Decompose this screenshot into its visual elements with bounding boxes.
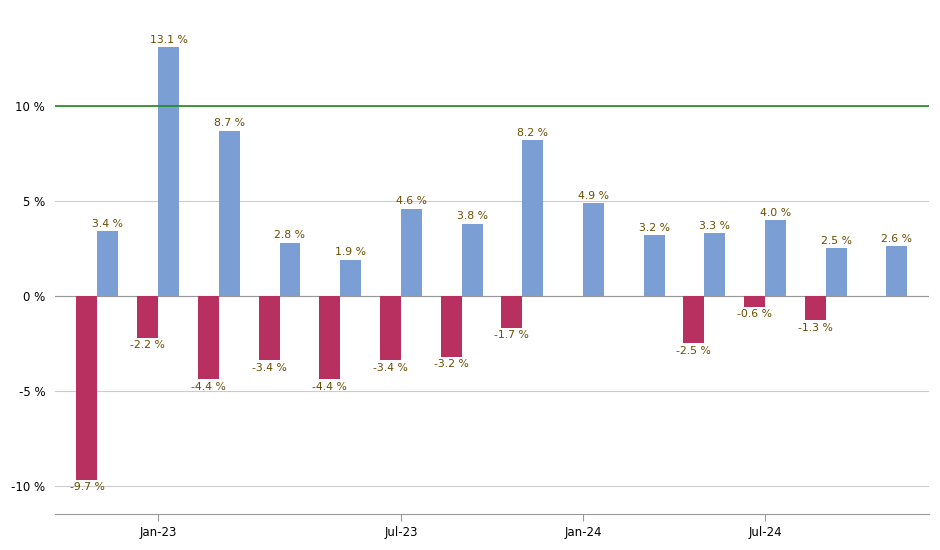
Bar xyxy=(501,296,523,328)
Text: -2.5 %: -2.5 % xyxy=(677,345,712,355)
Text: 8.7 %: 8.7 % xyxy=(213,118,244,128)
Text: 4.0 %: 4.0 % xyxy=(760,207,791,218)
Bar xyxy=(765,220,786,296)
Text: 2.5 %: 2.5 % xyxy=(821,236,852,246)
Text: 3.3 %: 3.3 % xyxy=(699,221,730,231)
Text: -4.4 %: -4.4 % xyxy=(312,382,347,392)
Bar xyxy=(76,296,98,480)
Text: -3.4 %: -3.4 % xyxy=(373,362,408,372)
Bar xyxy=(583,203,603,296)
Bar xyxy=(380,296,400,360)
Text: 2.8 %: 2.8 % xyxy=(274,230,306,240)
Bar xyxy=(644,235,665,296)
Bar xyxy=(523,140,543,296)
Text: 8.2 %: 8.2 % xyxy=(517,128,548,138)
Text: -0.6 %: -0.6 % xyxy=(737,310,772,320)
Bar xyxy=(219,131,240,296)
Bar xyxy=(704,233,726,296)
Text: 4.9 %: 4.9 % xyxy=(578,190,609,201)
Bar xyxy=(462,224,482,296)
Text: -4.4 %: -4.4 % xyxy=(191,382,226,392)
Bar xyxy=(158,47,180,296)
Bar xyxy=(258,296,279,360)
Bar xyxy=(744,296,765,307)
Bar xyxy=(98,232,118,296)
Bar xyxy=(279,243,301,296)
Bar xyxy=(805,296,825,321)
Bar xyxy=(886,246,907,296)
Text: 4.6 %: 4.6 % xyxy=(396,196,427,206)
Bar xyxy=(197,296,219,380)
Text: -2.2 %: -2.2 % xyxy=(131,340,165,350)
Bar xyxy=(441,296,462,356)
Text: -1.3 %: -1.3 % xyxy=(798,323,833,333)
Text: -3.2 %: -3.2 % xyxy=(433,359,468,369)
Bar xyxy=(137,296,158,338)
Bar xyxy=(320,296,340,380)
Text: 3.8 %: 3.8 % xyxy=(457,211,488,222)
Bar xyxy=(825,249,847,296)
Bar xyxy=(340,260,361,296)
Text: 1.9 %: 1.9 % xyxy=(336,248,367,257)
Text: -1.7 %: -1.7 % xyxy=(494,331,529,340)
Text: -9.7 %: -9.7 % xyxy=(70,482,104,492)
Text: 3.4 %: 3.4 % xyxy=(92,219,123,229)
Bar xyxy=(400,208,422,296)
Text: 3.2 %: 3.2 % xyxy=(638,223,669,233)
Bar xyxy=(683,296,704,343)
Text: 2.6 %: 2.6 % xyxy=(882,234,913,244)
Text: 13.1 %: 13.1 % xyxy=(149,35,188,45)
Text: -3.4 %: -3.4 % xyxy=(252,362,287,372)
